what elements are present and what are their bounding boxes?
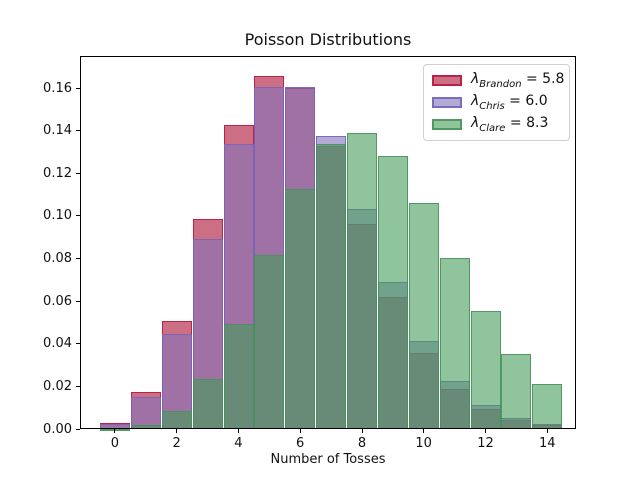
legend-label-clare: λClare = 8.3: [471, 115, 549, 135]
legend-row-clare: λClare = 8.3: [432, 115, 561, 134]
x-tick-mark: [114, 429, 116, 433]
x-tick-mark: [423, 429, 425, 433]
x-tick-mark: [546, 429, 548, 433]
y-tick-label: 0.04: [43, 336, 72, 352]
bar-clare-7: [316, 144, 347, 429]
y-tick-label: 0.08: [43, 251, 72, 266]
x-tick-label: 12: [477, 436, 494, 451]
y-tick-label: 0.06: [43, 293, 72, 309]
x-tick-label: 8: [357, 436, 367, 451]
x-tick-label: 2: [172, 436, 181, 451]
bar-clare-4: [223, 324, 254, 429]
bar-chris-1: [130, 397, 161, 429]
bar-clare-13: [501, 353, 532, 429]
x-tick-label: 10: [415, 436, 432, 451]
x-tick-mark: [299, 429, 301, 433]
bar-clare-6: [285, 188, 316, 429]
legend-swatch-chris: [432, 96, 462, 108]
bar-clare-8: [347, 133, 377, 429]
legend-row-brandon: λBrandon = 5.8: [432, 70, 565, 90]
chart-title: Poisson Distributions: [244, 30, 412, 49]
bar-clare-12: [470, 310, 501, 429]
bar-clare-3: [192, 378, 223, 429]
x-tick-mark: [176, 429, 178, 433]
y-tick-mark: [76, 172, 80, 174]
y-tick-label: 0.12: [43, 165, 72, 181]
y-tick-label: 0.00: [43, 421, 72, 437]
y-tick-mark: [76, 130, 80, 132]
y-tick-label: 0.16: [43, 80, 72, 96]
y-tick-mark: [76, 300, 80, 302]
y-tick-mark: [76, 215, 80, 217]
x-tick-label: 14: [539, 436, 556, 451]
y-tick-label: 0.14: [43, 123, 72, 139]
bar-clare-9: [377, 156, 408, 429]
x-tick-mark: [485, 429, 486, 433]
x-tick-label: 6: [296, 436, 305, 451]
bar-clare-14: [532, 384, 563, 429]
bar-clare-10: [408, 202, 439, 429]
legend-swatch-brandon: [432, 74, 462, 86]
y-tick-label: 0.02: [43, 378, 72, 394]
bar-clare-5: [254, 255, 285, 429]
x-tick-label: 4: [234, 436, 243, 451]
legend-row-chris: λChris = 6.0: [432, 93, 561, 112]
legend: λBrandon = 5.8 λChris = 6.0 λClare = 8.3: [423, 64, 570, 141]
y-tick-mark: [76, 258, 80, 259]
x-tick-mark: [237, 429, 239, 433]
y-tick-label: 0.10: [43, 208, 72, 224]
legend-label-brandon: λBrandon = 5.8: [471, 70, 565, 90]
bar-clare-11: [439, 258, 470, 429]
x-tick-mark: [361, 429, 363, 433]
y-tick-mark: [76, 428, 80, 430]
legend-label-chris: λChris = 6.0: [471, 93, 548, 112]
y-tick-mark: [76, 87, 80, 89]
x-axis-label: Number of Tosses: [270, 452, 386, 467]
y-tick-mark: [76, 343, 80, 345]
legend-swatch-clare: [432, 119, 462, 131]
y-tick-mark: [76, 385, 80, 387]
x-tick-label: 0: [110, 436, 120, 451]
